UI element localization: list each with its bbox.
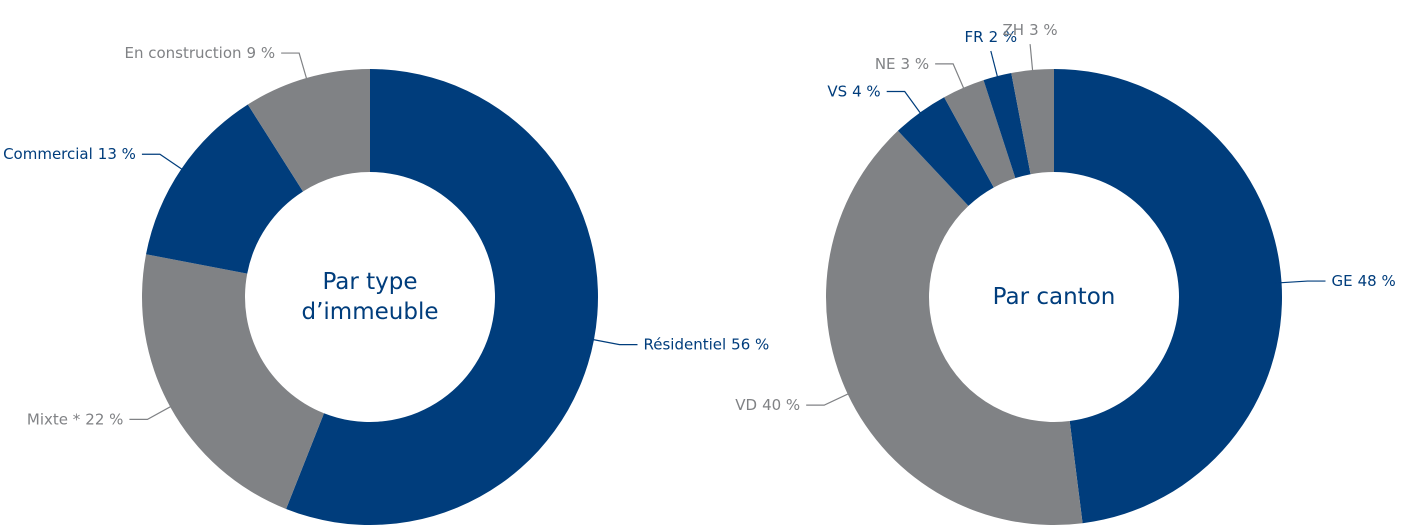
leader-line [935, 63, 967, 94]
slice-label: GE 48 % [1331, 272, 1395, 290]
slice-label: VD 40 % [735, 396, 800, 414]
slice-label: En construction 9 % [125, 44, 276, 62]
leader-line [1029, 44, 1034, 77]
value-label: 22 % [85, 410, 123, 428]
category-label: Résidentiel [644, 335, 727, 353]
leader-line [990, 50, 1000, 83]
slice [983, 73, 1031, 179]
category-label: NE [875, 54, 896, 72]
slice [826, 130, 1083, 525]
value-label: 3 % [1029, 21, 1058, 39]
leader-line [1275, 280, 1326, 284]
category-label: VD [735, 396, 757, 414]
leader-line [806, 390, 854, 406]
slice [286, 69, 599, 525]
value-label: 56 % [731, 335, 769, 353]
value-label: 13 % [98, 145, 136, 163]
category-label: VS [827, 82, 847, 100]
category-label: FR [965, 27, 984, 45]
leader-line [141, 153, 187, 173]
value-label: 4 % [852, 82, 881, 100]
leader-line [281, 52, 309, 84]
slice-label: ZH 3 % [1003, 21, 1058, 39]
category-label: Mixte * [27, 410, 81, 428]
slice-label: NE 3 % [875, 54, 929, 72]
value-label: 2 % [989, 27, 1018, 45]
slice-label: Mixte * 22 % [27, 410, 123, 428]
slice [1054, 69, 1283, 524]
slice-label: Commercial 13 % [3, 145, 136, 163]
value-label: 3 % [901, 54, 930, 72]
slice [1011, 69, 1054, 175]
slice [146, 104, 304, 274]
value-label: 9 % [247, 44, 276, 62]
slice-label: FR 2 % [965, 27, 1018, 45]
slice-label: Résidentiel 56 % [644, 335, 770, 353]
chart-title: Par type d’immeuble [301, 269, 439, 325]
chart-title: Par canton [992, 284, 1116, 310]
slice [944, 80, 1016, 188]
category-label: ZH [1003, 21, 1025, 39]
slice [142, 254, 324, 509]
leader-line [129, 403, 176, 420]
category-label: En construction [125, 44, 242, 62]
value-label: 48 % [1358, 272, 1396, 290]
slice [247, 69, 370, 192]
leader-line [886, 90, 924, 118]
category-label: Commercial [3, 145, 93, 163]
value-label: 40 % [762, 396, 800, 414]
category-label: GE [1331, 272, 1352, 290]
slice-label: VS 4 % [827, 82, 880, 100]
leader-line [587, 338, 638, 346]
slice [897, 97, 994, 206]
